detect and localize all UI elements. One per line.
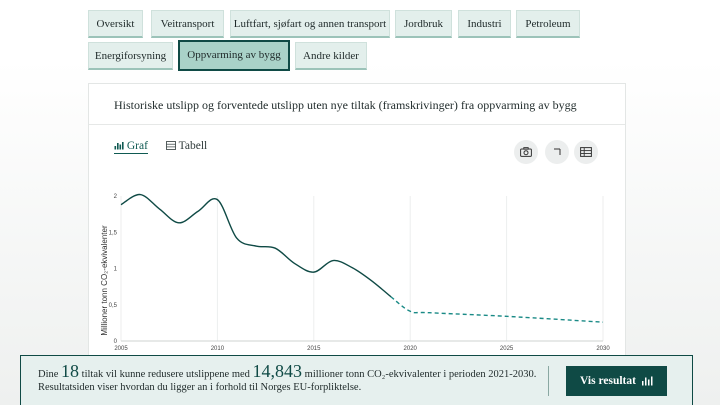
reduction-amount: 14,843 (252, 361, 303, 381)
tab-oversikt[interactable]: Oversikt (88, 10, 143, 38)
y-axis-label: Millioner tonn CO₂-ekvivalenter (100, 225, 109, 336)
x-tick-label: 2020 (404, 346, 418, 352)
tab-veitransport[interactable]: Veitransport (151, 10, 224, 38)
tab-andre-kilder[interactable]: Andre kilder (295, 42, 367, 70)
y-tick-label: 1,5 (109, 230, 118, 236)
measure-count: 18 (61, 361, 80, 381)
table-icon (580, 147, 592, 157)
tab-jordbruk[interactable]: Jordbruk (395, 10, 452, 38)
x-tick-label: 2025 (500, 346, 514, 352)
y-tick-label: 0,5 (109, 303, 118, 309)
card-divider (89, 124, 625, 125)
banner-text-3: millioner tonn CO₂-ekvivalenter i period… (38, 369, 537, 393)
emissions-line-chart: 2005 2010 2015 2020 2025 2030 0 0,5 1 1,5 2 Million… (100, 193, 610, 352)
show-table-button[interactable] (574, 140, 598, 164)
tab-energiforsyning[interactable]: Energiforsyning (88, 42, 173, 70)
bar-chart-icon (641, 376, 653, 386)
bar-chart-icon (114, 142, 124, 150)
x-tick-label: 2010 (211, 346, 225, 352)
banner-text-1: Dine (38, 369, 62, 380)
camera-icon (520, 147, 532, 157)
show-result-button[interactable]: Vis resultat (566, 366, 667, 396)
banner-message: Dine 18 tiltak vil kunne redusere utslip… (38, 362, 538, 394)
result-banner: Dine 18 tiltak vil kunne redusere utslip… (20, 355, 693, 405)
y-tick-label: 2 (114, 194, 118, 200)
emissions-card: Historiske utslipp og forventede utslipp… (88, 83, 626, 383)
y-tick-label: 1 (114, 267, 118, 273)
x-tick-label: 2015 (307, 346, 321, 352)
tab-petroleum[interactable]: Petroleum (516, 10, 580, 38)
chart-title: Historiske utslipp og forventede utslipp… (114, 98, 577, 112)
view-tabell-link[interactable]: Tabell (166, 140, 207, 152)
x-tick-label: 2030 (596, 346, 610, 352)
projection-line (390, 296, 604, 323)
historical-line (120, 193, 392, 298)
y-tick-label: 0 (114, 339, 118, 345)
view-graf-link[interactable]: Graf (114, 140, 148, 154)
tab-oppvarming-av-bygg[interactable]: Oppvarming av bygg (178, 40, 290, 71)
x-tick-label: 2005 (114, 346, 128, 352)
tab-industri[interactable]: Industri (458, 10, 511, 38)
tab-luftfart[interactable]: Luftfart, sjøfart og annen transport (230, 10, 390, 38)
banner-text-2: tiltak vil kunne redusere utslippene med (79, 369, 253, 380)
list-icon (166, 141, 176, 150)
show-result-label: Vis resultat (580, 375, 636, 387)
banner-separator (548, 366, 549, 396)
view-graf-label: Graf (126, 140, 148, 152)
download-image-button[interactable] (514, 140, 538, 164)
view-tabell-label: Tabell (178, 140, 208, 152)
expand-icon (554, 148, 561, 155)
fullscreen-button[interactable] (545, 140, 569, 164)
